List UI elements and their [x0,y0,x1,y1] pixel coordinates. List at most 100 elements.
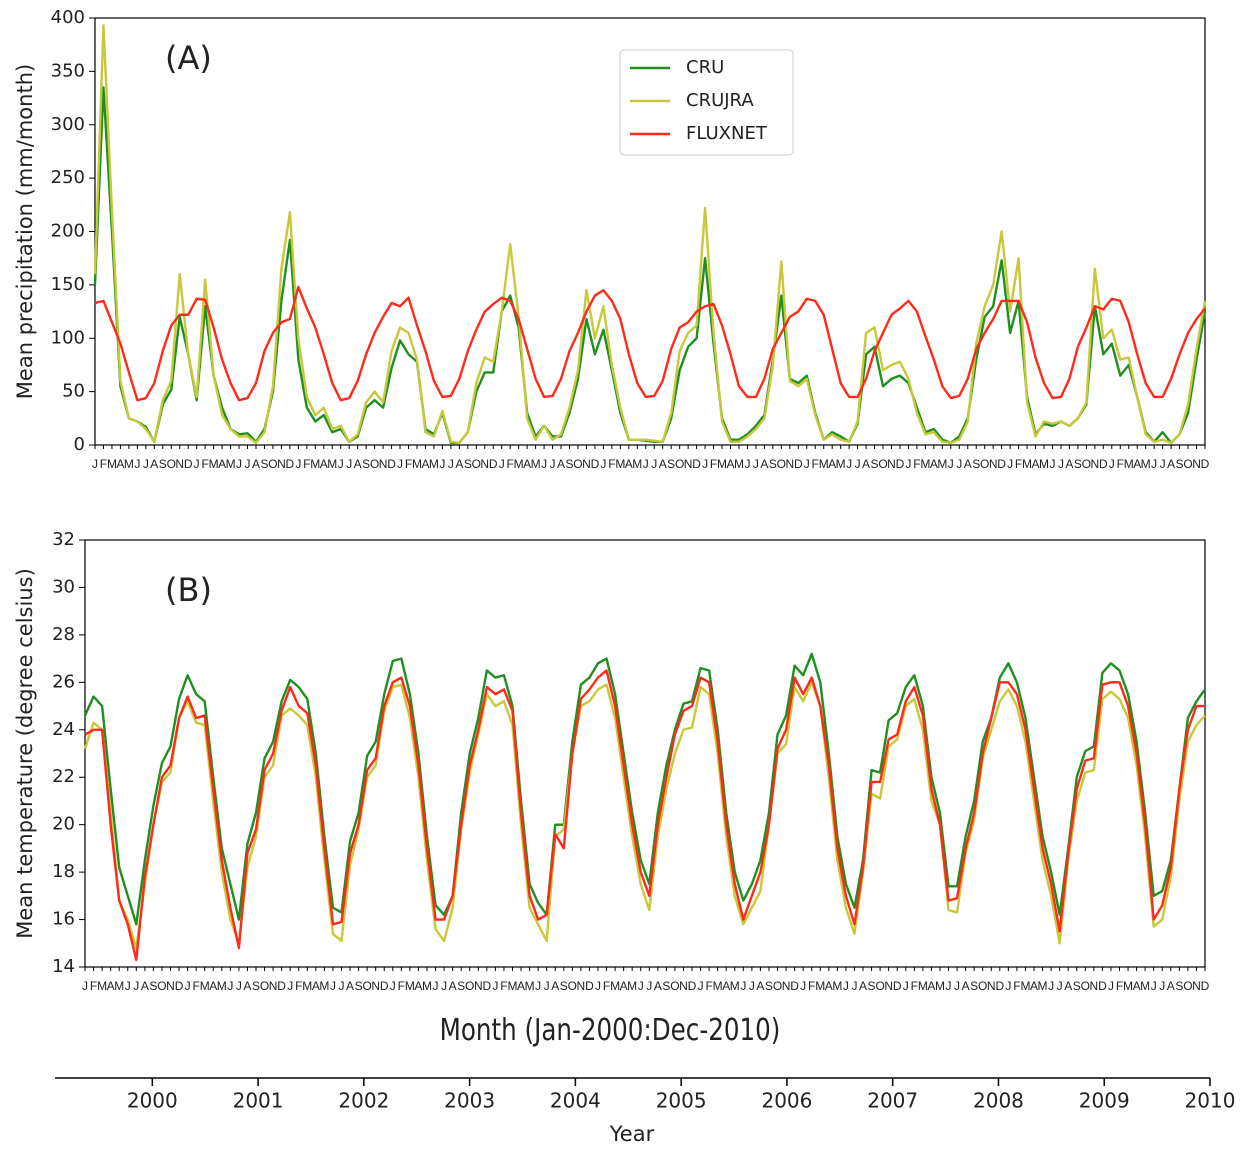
x-tick-label: N [782,979,791,993]
x-tick-label: A [1064,979,1072,993]
x-tick-label: M [918,979,928,993]
x-tick-label: A [517,979,525,993]
x-tick-label: A [320,457,328,471]
x-tick-label: M [124,457,134,471]
x-tick-label: F [303,457,310,471]
x-tick-label: J [744,457,750,471]
x-tick-label: O [978,979,987,993]
x-tick-label: M [1038,979,1048,993]
x-tick-label: A [722,979,730,993]
x-tick-label: N [684,457,693,471]
x-tick-label: J [346,457,352,471]
y-tick-label: 26 [52,671,75,692]
legend-label: FLUXNET [686,123,768,144]
x-tick-label: M [412,457,422,471]
x-tick-label: M [713,979,723,993]
data-line [83,681,1206,950]
x-tick-label: N [1090,979,1099,993]
x-tick-label: A [862,457,870,471]
x-tick-label: N [474,979,483,993]
data-line [84,669,1205,962]
x-tick-label: J [185,979,191,993]
x-tick-label: F [603,979,610,993]
x-tick-label: A [726,457,734,471]
x-tick-label: S [1073,979,1081,993]
y-tick-label: 350 [51,60,85,81]
x-tick-label: S [260,457,268,471]
x-tick-label: D [896,457,905,471]
x-tick-label: O [670,979,679,993]
x-tick-label: S [560,979,568,993]
x-tick-label: J [492,979,498,993]
x-tick-label: F [500,979,507,993]
x-tick-label: 2006 [761,1089,812,1113]
x-tick-label: A [252,457,260,471]
x-tick-label: S [252,979,260,993]
x-tick-label: M [114,979,124,993]
x-tick-label: S [972,457,980,471]
x-tick-label: M [302,979,312,993]
x-tick-label: 2007 [867,1089,918,1113]
x-tick-label: S [769,457,777,471]
x-tick-label: 2009 [1079,1089,1130,1113]
x-tick-label: J [330,979,336,993]
x-tick-label: N [785,457,794,471]
y-tick-label: 200 [51,221,85,242]
x-tick-label: M [734,457,744,471]
x-tick-label: A [150,457,158,471]
x-tick-label: D [387,457,396,471]
y-tick-label: 300 [51,114,85,135]
x-tick-label: J [1160,457,1166,471]
x-tick-label: M [1141,457,1151,471]
x-tick-label: D [1201,979,1210,993]
x-tick-label: O [157,979,166,993]
x-tick-label: M [97,979,107,993]
x-tick-label: F [1116,979,1123,993]
x-tick-label: O [1081,979,1090,993]
x-tick-label: D [893,979,902,993]
x-tick-label: F [808,979,815,993]
x-tick-label: M [422,979,432,993]
data-line [93,24,1207,445]
x-tick-label: J [740,979,746,993]
x-tick-label: J [439,457,445,471]
x-tick-label: S [149,979,157,993]
x-tick-label: A [141,979,149,993]
x-tick-label: D [184,457,193,471]
x-tick-label: M [935,979,945,993]
x-tick-label: A [828,457,836,471]
x-tick-label: O [167,457,176,471]
x-tick-label: M [525,979,535,993]
x-tick-label: D [277,979,286,993]
x-tick-label: A [756,979,764,993]
x-tick-label: J [595,979,601,993]
x-tick-label: J [851,979,857,993]
x-tick-label: O [568,979,577,993]
x-tick-label: J [433,979,439,993]
x-tick-label: J [441,979,447,993]
plot-frame [84,539,1206,968]
x-tick-label: N [175,457,184,471]
x-tick-label: F [705,979,712,993]
x-tick-label: A [654,979,662,993]
x-tick-label: J [1007,457,1013,471]
x-tick-label: J [1151,457,1157,471]
x-tick-label: D [997,457,1006,471]
x-tick-label: S [871,457,879,471]
x-axis-label: Year [609,1122,655,1146]
y-tick-label: 50 [62,381,85,402]
x-tick-label: J [956,457,962,471]
x-tick-label: J [1109,457,1115,471]
x-tick-label: A [116,457,124,471]
x-tick-label: J [843,979,849,993]
x-tick-label: A [927,979,935,993]
x-tick-label: J [541,457,547,471]
y-tick-label: 16 [52,909,75,930]
x-tick-label: A [414,979,422,993]
x-tick-label: A [930,457,938,471]
x-tick-label: O [465,979,474,993]
x-tick-label: N [379,457,388,471]
legend-label: CRUJRA [686,90,754,111]
x-tick-label: O [675,457,684,471]
